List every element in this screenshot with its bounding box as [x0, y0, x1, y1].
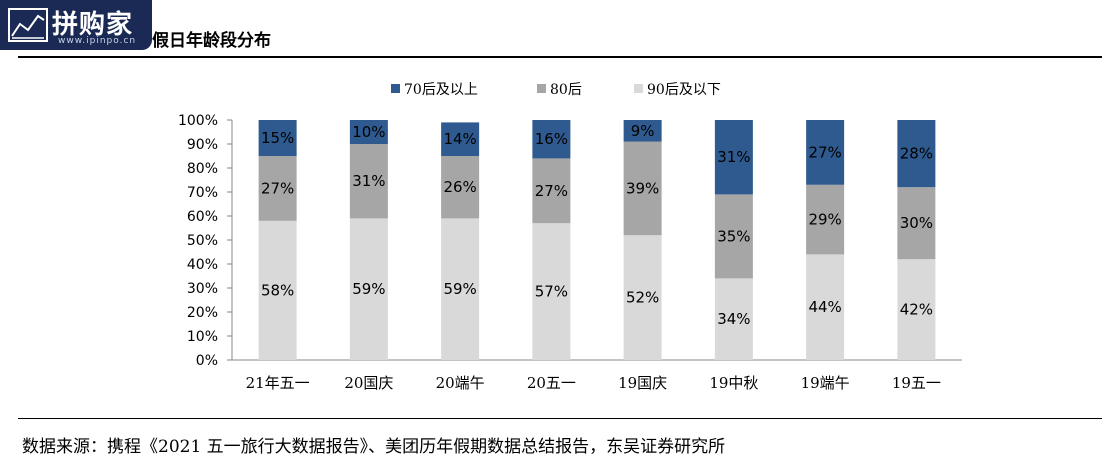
logo: 拼购家 www.ipinpo.cn: [0, 0, 152, 50]
bar-segment: [258, 120, 297, 156]
y-tick-label: 70%: [187, 185, 218, 201]
data-label: 52%: [626, 289, 659, 307]
bar-segment: [714, 278, 753, 360]
bar-segment: [897, 120, 936, 188]
legend-swatch: [634, 84, 643, 93]
bar-segment: [441, 122, 480, 156]
x-tick-label: 21年五一: [246, 374, 310, 392]
y-tick-label: 10%: [187, 329, 218, 345]
bar-segment: [623, 120, 662, 142]
data-label: 34%: [717, 310, 750, 328]
data-label: 30%: [900, 214, 933, 232]
data-label: 58%: [261, 281, 294, 299]
legend-label: 80后: [550, 82, 582, 98]
x-tick-label: 19中秋: [709, 374, 758, 392]
data-label: 26%: [443, 178, 476, 196]
data-label: 42%: [900, 301, 933, 319]
data-label: 14%: [443, 130, 476, 148]
data-label: 31%: [717, 148, 750, 166]
y-tick-label: 60%: [187, 209, 218, 225]
data-label: 15%: [261, 129, 294, 147]
x-tick-label: 19五一: [892, 374, 941, 392]
logo-url: www.ipinpo.cn: [58, 36, 137, 46]
data-label: 29%: [808, 211, 841, 229]
data-label: 31%: [352, 172, 385, 190]
data-label: 59%: [443, 280, 476, 298]
legend-swatch: [391, 84, 400, 93]
y-tick-label: 30%: [187, 281, 218, 297]
data-label: 10%: [352, 123, 385, 141]
y-tick-label: 90%: [187, 137, 218, 153]
bar-segment: [806, 184, 845, 255]
y-tick-label: 0%: [196, 353, 218, 369]
stacked-bar-chart: 0% 10% 20% 30% 40% 50% 60% 70% 80% 90% 100% 58% 27% 1…: [178, 82, 962, 392]
source-note: 数据来源：携程《2021 五一旅行大数据报告》、美团历年假期数据总结报告，东吴证…: [22, 437, 726, 457]
bar-segment: [623, 235, 662, 360]
data-label: 27%: [261, 179, 294, 197]
bar-segment: [623, 141, 662, 236]
data-label: 27%: [535, 182, 568, 200]
y-tick-label: 80%: [187, 161, 218, 177]
data-label: 9%: [631, 122, 655, 140]
x-tick-label: 20端午: [436, 374, 485, 392]
data-label: 35%: [717, 227, 750, 245]
data-label: 28%: [900, 145, 933, 163]
y-tick-label: 50%: [187, 233, 218, 249]
bar-segment: [441, 218, 480, 360]
y-tick-label: 20%: [187, 305, 218, 321]
data-label: 39%: [626, 179, 659, 197]
bar-segment: [258, 156, 297, 221]
x-tick-label: 19国庆: [618, 374, 667, 392]
source-rule: [18, 418, 1102, 419]
data-label: 59%: [352, 280, 385, 298]
bar-segment: [714, 120, 753, 195]
legend-swatch: [537, 84, 546, 93]
bar-segment: [441, 156, 480, 219]
chart-logo-icon: [8, 8, 48, 42]
y-tick-label: 100%: [178, 113, 218, 129]
legend-label: 70后及以上: [404, 82, 478, 98]
bar-segment: [897, 187, 936, 260]
data-label: 44%: [808, 298, 841, 316]
x-tick-label: 20国庆: [344, 374, 393, 392]
title-rule: [18, 56, 1102, 58]
bar-segment: [258, 220, 297, 360]
y-tick-label: 40%: [187, 257, 218, 273]
bar-segment: [897, 259, 936, 360]
data-label: 27%: [808, 143, 841, 161]
x-tick-label: 20五一: [527, 374, 576, 392]
legend-label: 90后及以下: [647, 82, 721, 98]
bar-segment: [806, 120, 845, 185]
bar-segment: [349, 120, 388, 144]
bar-segment: [532, 158, 571, 224]
bar-segment: [349, 218, 388, 360]
bar-segment: [532, 223, 571, 360]
x-tick-label: 19端午: [801, 374, 850, 392]
page-title: 假日年龄段分布: [152, 31, 271, 51]
bar-segment: [714, 194, 753, 279]
bar-segment: [532, 120, 571, 159]
logo-text: 拼购家: [52, 10, 134, 40]
bar-segment: [806, 254, 845, 360]
bar-segment: [349, 144, 388, 219]
data-label: 16%: [535, 130, 568, 148]
data-label: 57%: [535, 283, 568, 301]
